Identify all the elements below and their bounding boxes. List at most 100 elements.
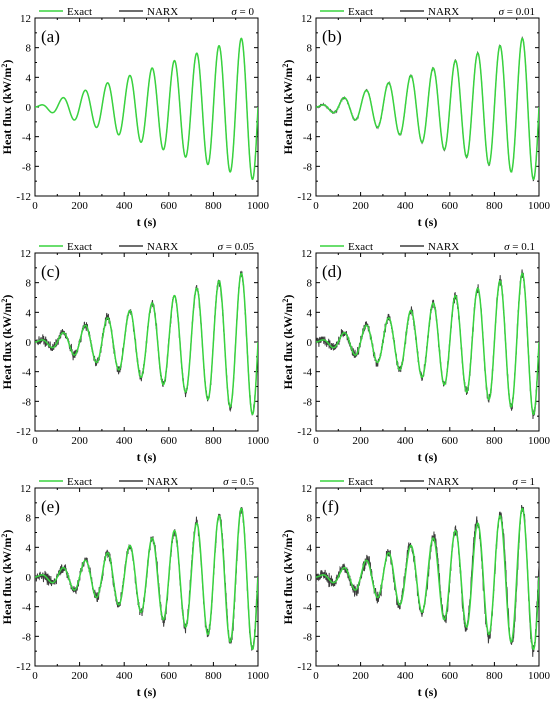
x-tick-label: 600 bbox=[161, 200, 178, 212]
x-tick-label: 600 bbox=[442, 200, 459, 212]
legend-label-narx: NARX bbox=[428, 476, 459, 488]
panel-d: 0 200 400 600 800 1000 -12 -8 -4 0 4 8 12 (d) Exact NAR… bbox=[281, 241, 550, 464]
y-label-close: ) bbox=[281, 295, 295, 299]
x-tick-label: 600 bbox=[161, 670, 178, 682]
panel-f: 0 200 400 600 800 1000 -12 -8 -4 0 4 8 12 (f) Exact NAR… bbox=[281, 476, 550, 699]
y-tick-label: -8 bbox=[303, 631, 313, 643]
x-tick-label: 1000 bbox=[528, 670, 550, 682]
x-tick-label: 400 bbox=[116, 435, 133, 447]
y-label-close: ) bbox=[281, 60, 295, 64]
sigma-symbol: σ bbox=[504, 241, 510, 253]
sigma-value: = 0 bbox=[237, 6, 255, 18]
y-tick-label: 8 bbox=[26, 43, 32, 55]
y-tick-label: 8 bbox=[307, 513, 313, 525]
sigma-symbol: σ bbox=[218, 241, 224, 253]
y-axis-label: Heat flux (kW/m2) bbox=[281, 60, 295, 155]
series-exact bbox=[35, 272, 258, 416]
x-axis-label: t (s) bbox=[418, 685, 438, 699]
x-tick-label: 1000 bbox=[247, 200, 270, 212]
x-axis-label: t (s) bbox=[137, 215, 157, 229]
y-axis-label: Heat flux (kW/m2) bbox=[0, 295, 14, 390]
y-label-main: Heat flux (kW/m bbox=[281, 68, 295, 155]
legend-label-narx: NARX bbox=[147, 6, 178, 18]
x-tick-label: 800 bbox=[205, 200, 222, 212]
y-label-sup: 2 bbox=[281, 534, 290, 538]
x-tick-label: 800 bbox=[205, 670, 222, 682]
y-label-close: ) bbox=[0, 60, 14, 64]
series-exact bbox=[316, 272, 539, 416]
legend-label-exact: Exact bbox=[348, 476, 373, 488]
legend-label-exact: Exact bbox=[348, 241, 373, 253]
y-label-main: Heat flux (kW/m bbox=[0, 538, 14, 625]
y-tick-label: 4 bbox=[307, 307, 313, 319]
x-tick-label: 0 bbox=[32, 670, 38, 682]
y-tick-label: -4 bbox=[303, 132, 313, 144]
y-label-sup: 2 bbox=[0, 64, 9, 68]
y-tick-label: -4 bbox=[303, 602, 313, 614]
y-tick-label: 0 bbox=[307, 337, 313, 349]
y-tick-label: 0 bbox=[26, 102, 32, 114]
x-tick-label: 1000 bbox=[528, 435, 550, 447]
x-tick-label: 600 bbox=[442, 670, 459, 682]
sigma-symbol: σ bbox=[499, 6, 505, 18]
legend-label-narx: NARX bbox=[428, 241, 459, 253]
y-tick-label: 0 bbox=[26, 337, 32, 349]
y-tick-label: -12 bbox=[297, 191, 312, 203]
sigma-value: = 0.05 bbox=[223, 241, 254, 253]
y-tick-label: 12 bbox=[20, 248, 31, 260]
y-tick-label: -12 bbox=[16, 426, 31, 438]
sigma-symbol: σ bbox=[512, 476, 518, 488]
y-label-close: ) bbox=[0, 530, 14, 534]
sigma-annotation: σ = 0.05 bbox=[218, 241, 255, 253]
y-tick-label: -8 bbox=[22, 396, 32, 408]
panel-label: (e) bbox=[41, 497, 60, 516]
legend-label-narx: NARX bbox=[428, 6, 459, 18]
y-tick-label: -8 bbox=[303, 161, 313, 173]
x-axis-label: t (s) bbox=[137, 450, 157, 464]
y-tick-label: -12 bbox=[16, 661, 31, 673]
y-tick-label: -12 bbox=[297, 661, 312, 673]
y-tick-label: -4 bbox=[22, 367, 32, 379]
y-tick-label: -8 bbox=[22, 631, 32, 643]
legend-label-narx: NARX bbox=[147, 241, 178, 253]
y-tick-label: -4 bbox=[22, 132, 32, 144]
y-tick-label: -8 bbox=[303, 396, 313, 408]
x-tick-label: 0 bbox=[313, 200, 319, 212]
x-tick-label: 200 bbox=[352, 670, 369, 682]
x-tick-label: 400 bbox=[116, 670, 133, 682]
y-tick-label: 4 bbox=[26, 307, 32, 319]
y-tick-label: 8 bbox=[307, 43, 313, 55]
sigma-value: = 0.5 bbox=[229, 476, 255, 488]
y-label-main: Heat flux (kW/m bbox=[0, 303, 14, 390]
y-tick-label: -12 bbox=[16, 191, 31, 203]
x-tick-label: 400 bbox=[397, 670, 414, 682]
x-tick-label: 800 bbox=[486, 200, 503, 212]
y-tick-label: -8 bbox=[22, 161, 32, 173]
y-label-close: ) bbox=[0, 295, 14, 299]
y-axis-label: Heat flux (kW/m2) bbox=[281, 530, 295, 625]
x-tick-label: 0 bbox=[32, 200, 38, 212]
y-axis-label: Heat flux (kW/m2) bbox=[0, 60, 14, 155]
y-label-sup: 2 bbox=[0, 299, 9, 303]
y-tick-label: -12 bbox=[297, 426, 312, 438]
y-label-main: Heat flux (kW/m bbox=[0, 68, 14, 155]
y-tick-label: 12 bbox=[301, 248, 312, 260]
panel-label: (c) bbox=[41, 262, 60, 281]
series-exact bbox=[316, 507, 539, 651]
x-tick-label: 0 bbox=[313, 670, 319, 682]
y-tick-label: -4 bbox=[22, 602, 32, 614]
sigma-annotation: σ = 0.5 bbox=[223, 476, 254, 488]
y-tick-label: 8 bbox=[307, 278, 313, 290]
panel-e: 0 200 400 600 800 1000 -12 -8 -4 0 4 8 12 (e) Exact NAR… bbox=[0, 476, 270, 699]
legend-label-exact: Exact bbox=[67, 241, 92, 253]
y-tick-label: 0 bbox=[26, 572, 32, 584]
y-axis-label: Heat flux (kW/m2) bbox=[0, 530, 14, 625]
legend-label-exact: Exact bbox=[348, 6, 373, 18]
x-axis-label: t (s) bbox=[137, 685, 157, 699]
x-tick-label: 200 bbox=[352, 435, 369, 447]
x-tick-label: 200 bbox=[352, 200, 369, 212]
legend-label-narx: NARX bbox=[147, 476, 178, 488]
y-tick-label: 12 bbox=[20, 13, 31, 25]
sigma-annotation: σ = 1 bbox=[512, 476, 535, 488]
